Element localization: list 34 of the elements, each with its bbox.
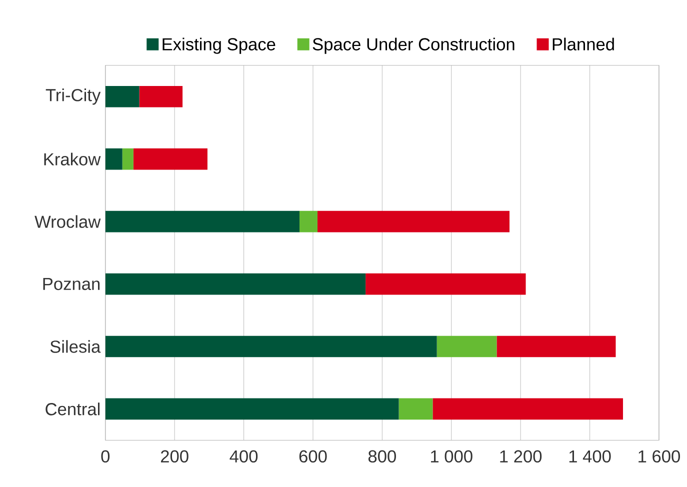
bar <box>436 336 497 358</box>
bar <box>432 398 623 420</box>
x-tick-label: 1 400 <box>569 450 611 463</box>
bar <box>105 210 300 232</box>
x-tick-label: 600 <box>299 450 327 463</box>
x-tick-label: 1 600 <box>638 450 680 463</box>
bar <box>366 273 526 295</box>
x-tick-label: 1 200 <box>500 450 542 463</box>
legend-label: Planned <box>552 38 614 50</box>
bar <box>398 398 433 420</box>
bar <box>105 86 140 108</box>
bar <box>317 210 510 232</box>
y-tick-label: Tri-City <box>46 88 101 105</box>
x-tick-label: 800 <box>368 450 396 463</box>
legend-label: Space Under Construction <box>312 38 514 54</box>
x-tick-label: 400 <box>230 450 258 463</box>
y-tick-label: Wroclaw <box>34 215 101 228</box>
bar <box>299 210 318 232</box>
x-tick-label: 1 000 <box>431 450 472 463</box>
legend-label: Existing Space <box>162 38 276 54</box>
x-tick-label: 0 <box>101 450 110 463</box>
x-tick-label: 200 <box>161 450 188 463</box>
bar <box>133 148 208 170</box>
bar <box>105 398 399 420</box>
y-tick-label: Silesia <box>50 340 101 353</box>
y-tick-label: Poznan <box>43 278 100 290</box>
y-tick-label: Krakow <box>44 152 101 166</box>
bar <box>122 148 134 170</box>
bar <box>105 273 366 295</box>
bar <box>139 86 183 108</box>
bar <box>496 336 616 358</box>
y-tick-label: Central <box>46 402 100 416</box>
bar <box>105 336 437 358</box>
bar <box>105 148 122 170</box>
